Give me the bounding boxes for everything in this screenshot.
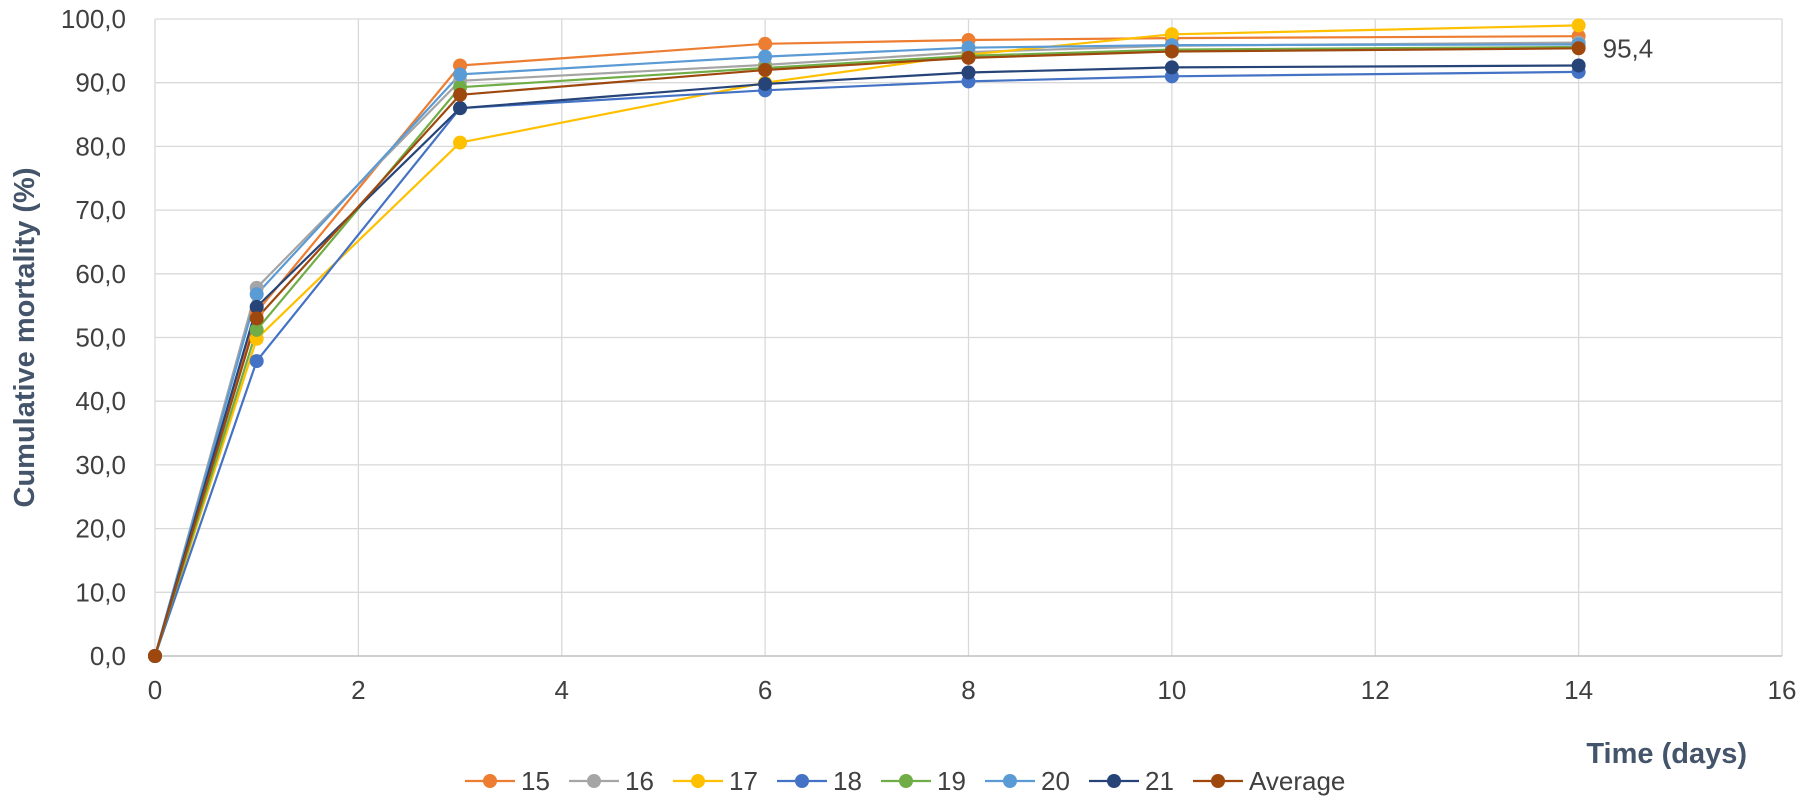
data-point-21 [249,299,264,314]
x-axis-title: Time (days) [1586,738,1747,770]
series-line-16 [153,41,1579,657]
legend-label: 21 [1145,766,1174,796]
data-point-average [249,311,264,326]
data-point-21 [758,76,773,91]
y-axis-title: Cumulative mortality (%) [9,168,41,508]
data-point-average [758,62,773,77]
legend-marker [1107,774,1121,788]
x-tick-label: 4 [555,675,569,705]
legend-item-21: 21 [1089,766,1174,796]
data-point-19 [249,322,264,337]
series-line-21 [153,64,1579,657]
x-tick-label: 8 [961,675,975,705]
data-point-17 [1571,18,1586,33]
x-tick-label: 14 [1564,675,1593,705]
x-tick-label: 16 [1768,675,1797,705]
data-point-20 [961,40,976,55]
gridlines [155,18,1783,656]
legend-label: 15 [521,766,550,796]
axes: 0,0 10,0 20,0 30,0 40,0 50,0 60,0 70,0 80,0 90,0 1… [9,4,1796,770]
series-line-18 [153,70,1579,657]
y-tick-label: 50,0 [75,323,126,353]
data-label: 95,4 [1603,33,1654,63]
x-tick-label: 10 [1157,675,1186,705]
data-point-average [453,87,468,102]
data-point-average [1164,44,1179,59]
data-point-21 [453,101,468,116]
x-tick-label: 2 [351,675,365,705]
y-tick-label: 90,0 [75,68,126,98]
legend-label: 16 [625,766,654,796]
legend-marker [691,774,705,788]
data-point-21 [961,65,976,80]
y-tick-label: 60,0 [75,259,126,289]
data-point-20 [758,49,773,64]
legend-item-15: 15 [465,766,550,796]
y-tick-label: 70,0 [75,195,126,225]
legend-label: 20 [1041,766,1070,796]
legend-label: 18 [833,766,862,796]
data-point-17 [1164,27,1179,42]
legend-item-19: 19 [881,766,966,796]
data-point-21 [1164,60,1179,75]
series-line-19 [153,45,1579,657]
y-tick-label: 80,0 [75,131,126,161]
legend-marker [1211,774,1225,788]
y-tick-label: 40,0 [75,386,126,416]
legend-item-18: 18 [777,766,862,796]
x-tick-label: 6 [758,675,772,705]
data-point-average [1571,41,1586,56]
data-labels: 95,4 [1603,33,1654,63]
series-line-17 [153,24,1579,657]
legend-label: Average [1249,766,1345,796]
legend-marker [587,774,601,788]
series-line-15 [153,35,1579,657]
legend: 15 16 17 18 19 20 21 Average [465,766,1345,796]
legend-item-20: 20 [985,766,1070,796]
data-point-18 [249,354,264,369]
legend-item-average: Average [1193,766,1345,796]
legend-marker [1003,774,1017,788]
legend-marker [899,774,913,788]
legend-marker [483,774,497,788]
data-point-15 [758,36,773,51]
legend-item-16: 16 [569,766,654,796]
data-point-average [961,50,976,65]
series-line-average [153,47,1579,657]
y-tick-label: 100,0 [61,4,126,34]
legend-marker [795,774,809,788]
y-tick-label: 20,0 [75,514,126,544]
legend-label: 19 [937,766,966,796]
data-point-20 [249,287,264,302]
y-tick-label: 0,0 [90,641,126,671]
data-point-average [148,649,162,663]
series-line-20 [153,43,1579,657]
data-point-20 [453,67,468,82]
legend-item-17: 17 [673,766,758,796]
data-point-17 [453,135,468,150]
y-tick-label: 10,0 [75,577,126,607]
x-tick-label: 0 [148,675,162,705]
data-point-21 [1571,58,1586,73]
data-points [148,18,1586,663]
x-tick-label: 12 [1361,675,1390,705]
series-lines [153,24,1579,657]
y-tick-label: 30,0 [75,450,126,480]
legend-label: 17 [729,766,758,796]
